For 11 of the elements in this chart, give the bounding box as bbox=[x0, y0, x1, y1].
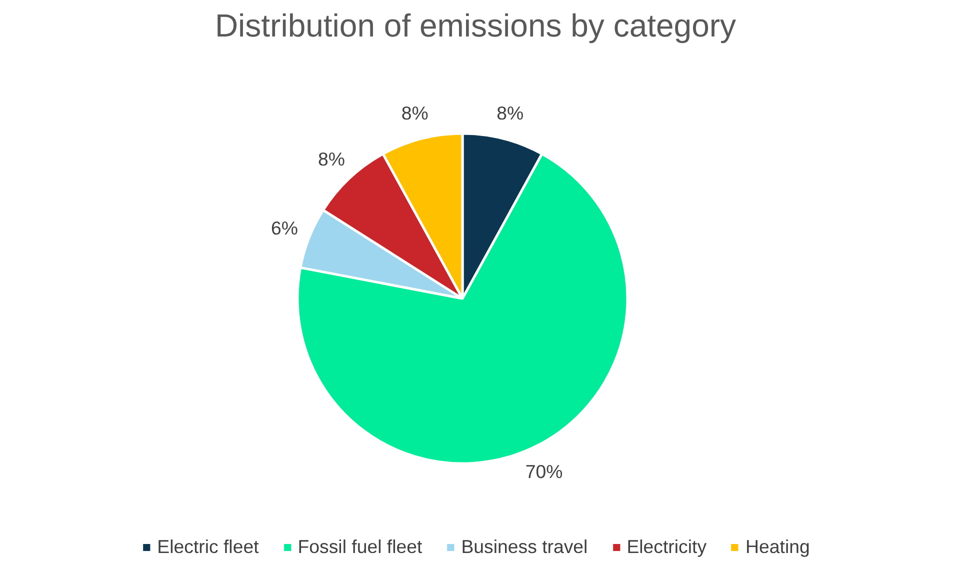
data-label: 8% bbox=[401, 102, 428, 124]
chart-title: Distribution of emissions by category bbox=[214, 8, 736, 44]
data-label: 70% bbox=[525, 461, 563, 482]
legend-label: Electric fleet bbox=[157, 536, 259, 558]
data-label: 8% bbox=[496, 102, 524, 124]
legend-label: Fossil fuel fleet bbox=[298, 536, 422, 558]
data-label: 8% bbox=[318, 148, 345, 170]
data-label: 6% bbox=[271, 218, 298, 239]
legend-label: Heating bbox=[746, 536, 810, 558]
legend-label: Business travel bbox=[461, 536, 588, 558]
legend-label: Electricity bbox=[626, 536, 707, 558]
